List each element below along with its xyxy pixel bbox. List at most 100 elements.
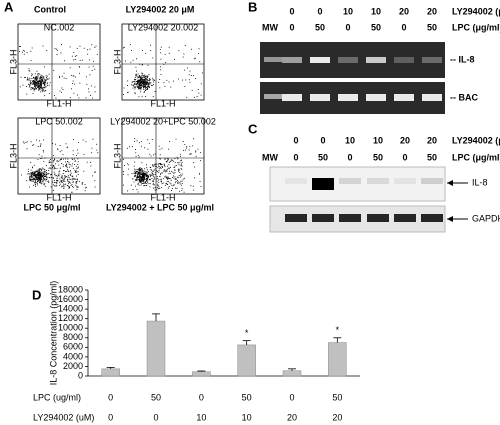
dot xyxy=(67,183,69,185)
lane-label: 20 xyxy=(427,6,437,16)
dot xyxy=(145,81,147,83)
dot xyxy=(149,166,151,168)
band xyxy=(285,214,307,222)
dot xyxy=(30,179,31,181)
dot xyxy=(151,172,153,174)
dot xyxy=(173,172,175,174)
dot xyxy=(136,75,138,77)
dot xyxy=(195,150,197,152)
dot xyxy=(65,78,67,79)
dot xyxy=(74,164,76,166)
dot xyxy=(32,88,34,90)
dot xyxy=(64,178,66,180)
dot xyxy=(41,81,43,83)
dot xyxy=(41,155,43,157)
dot xyxy=(182,56,184,58)
dot xyxy=(153,175,155,177)
dot xyxy=(41,178,43,180)
dot xyxy=(181,161,183,163)
dot xyxy=(146,178,148,180)
dot xyxy=(167,183,169,185)
dot xyxy=(70,178,72,180)
lpc-label: LPC (μg/ml) xyxy=(452,22,500,32)
dot xyxy=(188,149,190,151)
dot xyxy=(29,180,31,182)
dot xyxy=(43,84,45,86)
dot xyxy=(85,141,87,143)
dot xyxy=(141,72,143,74)
dot xyxy=(158,165,159,167)
dot xyxy=(62,176,63,178)
dot xyxy=(75,179,77,180)
dot xyxy=(38,86,39,87)
dot xyxy=(72,177,74,179)
dot xyxy=(145,178,147,180)
bar xyxy=(192,371,211,377)
dot xyxy=(164,158,166,160)
dot xyxy=(166,171,168,172)
dot xyxy=(43,82,45,83)
dot xyxy=(62,154,64,156)
dot xyxy=(189,81,191,83)
dot xyxy=(156,165,157,167)
dot xyxy=(77,173,79,175)
dot xyxy=(35,184,36,186)
dot xyxy=(195,78,197,79)
dot xyxy=(72,154,74,156)
dot xyxy=(155,172,157,174)
dot xyxy=(37,177,39,179)
dot xyxy=(140,179,142,181)
dot xyxy=(35,77,37,79)
dot xyxy=(146,85,148,87)
dot xyxy=(142,177,144,179)
dot xyxy=(28,69,30,71)
y-tick-label: 8000 xyxy=(63,332,83,342)
dot xyxy=(41,75,43,77)
dot xyxy=(36,78,38,80)
dot xyxy=(37,180,39,182)
dot xyxy=(27,77,28,79)
dot xyxy=(33,177,35,179)
dot xyxy=(43,86,45,88)
row-value: 10 xyxy=(196,412,206,422)
dot xyxy=(146,169,148,171)
dot xyxy=(95,171,97,173)
dot xyxy=(59,183,61,185)
dot xyxy=(191,89,193,91)
dot xyxy=(173,175,174,177)
dot xyxy=(37,173,39,175)
dot xyxy=(67,175,69,177)
dot xyxy=(53,190,54,192)
dot xyxy=(149,186,151,188)
dot xyxy=(151,178,153,180)
dot xyxy=(142,173,144,175)
dot xyxy=(172,171,174,173)
dot xyxy=(39,173,40,175)
dot xyxy=(194,57,196,59)
dot xyxy=(153,81,155,83)
dot xyxy=(31,75,32,77)
dot xyxy=(41,177,43,179)
dot xyxy=(192,75,194,77)
dot xyxy=(149,174,151,176)
dot xyxy=(136,58,137,60)
dot xyxy=(32,144,34,146)
dot xyxy=(152,183,154,185)
dot xyxy=(143,80,145,82)
dot xyxy=(134,80,136,82)
dot xyxy=(177,161,179,163)
dot xyxy=(152,165,154,167)
dot xyxy=(42,177,44,179)
dot xyxy=(30,172,32,174)
dot xyxy=(36,175,38,176)
dot xyxy=(138,173,140,175)
dot xyxy=(134,138,136,140)
dot xyxy=(77,167,79,169)
dot xyxy=(138,96,140,98)
dot xyxy=(32,176,34,178)
dot xyxy=(76,188,78,190)
dot xyxy=(141,171,143,172)
dot xyxy=(163,63,165,65)
dot xyxy=(91,69,93,71)
dot xyxy=(181,163,182,165)
